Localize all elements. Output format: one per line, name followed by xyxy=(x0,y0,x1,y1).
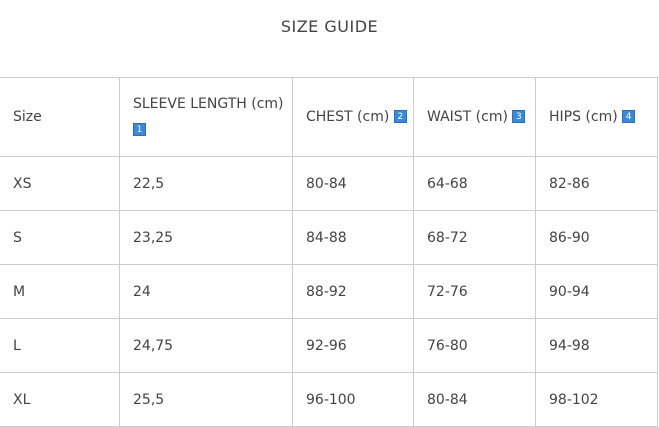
table-row: M 24 88-92 72-76 90-94 xyxy=(0,264,658,319)
table-cell: L xyxy=(0,318,120,373)
table-cell: 94-98 xyxy=(535,318,658,373)
table-cell: 88-92 xyxy=(292,264,414,319)
table-cell: 64-68 xyxy=(413,156,536,211)
column-header-label: Size xyxy=(13,108,42,125)
table-cell: M xyxy=(0,264,120,319)
column-header: WAIST (cm) 3 xyxy=(413,77,536,157)
column-header-label: CHEST (cm) xyxy=(306,108,390,125)
page-title: SIZE GUIDE xyxy=(280,17,379,36)
column-header: HIPS (cm) 4 xyxy=(535,77,658,157)
table-cell: 92-96 xyxy=(292,318,414,373)
table-cell: 80-84 xyxy=(292,156,414,211)
table-cell: 24 xyxy=(119,264,293,319)
table-cell: XL xyxy=(0,372,120,427)
table-cell: 82-86 xyxy=(535,156,658,211)
table-row: XS 22,5 80-84 64-68 82-86 xyxy=(0,156,658,211)
header-row: Size SLEEVE LENGTH (cm) 1 CHEST (cm) 2 WAIS… xyxy=(0,77,658,157)
column-header-label: WAIST (cm) xyxy=(427,108,508,125)
table-cell: 76-80 xyxy=(413,318,536,373)
table-cell: 84-88 xyxy=(292,210,414,265)
table-cell: 90-94 xyxy=(535,264,658,319)
info-badge-icon[interactable]: 1 xyxy=(133,122,146,136)
column-header-label: HIPS (cm) xyxy=(549,108,618,125)
table-cell: 72-76 xyxy=(413,264,536,319)
table-cell: 22,5 xyxy=(119,156,293,211)
table-cell: 80-84 xyxy=(413,372,536,427)
table-cell: 68-72 xyxy=(413,210,536,265)
table-cell: 86-90 xyxy=(535,210,658,265)
table-row: S 23,25 84-88 68-72 86-90 xyxy=(0,210,658,265)
column-header: SLEEVE LENGTH (cm) 1 xyxy=(119,77,293,157)
info-badge-icon[interactable]: 3 xyxy=(512,110,526,123)
table-cell: XS xyxy=(0,156,120,211)
size-guide-table: Size SLEEVE LENGTH (cm) 1 CHEST (cm) 2 WAIS… xyxy=(0,77,658,427)
column-header: CHEST (cm) 2 xyxy=(292,77,414,157)
table-cell: 24,75 xyxy=(119,318,293,373)
table-row: L 24,75 92-96 76-80 94-98 xyxy=(0,318,658,373)
table-cell: 25,5 xyxy=(119,372,293,427)
table-cell: S xyxy=(0,210,120,265)
table-cell: 98-102 xyxy=(535,372,658,427)
table-cell: 23,25 xyxy=(119,210,293,265)
column-header: Size xyxy=(0,77,120,157)
table-row: XL 25,5 96-100 80-84 98-102 xyxy=(0,372,658,427)
info-badge-icon[interactable]: 2 xyxy=(393,110,407,123)
info-badge-icon[interactable]: 4 xyxy=(622,110,636,123)
table-cell: 96-100 xyxy=(292,372,414,427)
column-header-label: SLEEVE LENGTH (cm) xyxy=(133,96,284,112)
